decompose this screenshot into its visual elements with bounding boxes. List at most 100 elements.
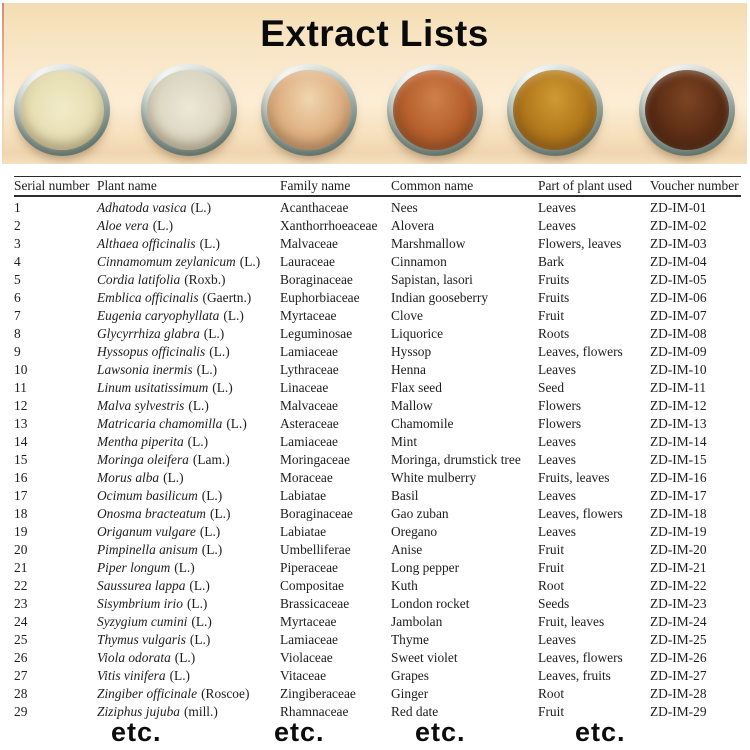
cell-part-used: Leaves, fruits bbox=[538, 668, 611, 683]
cell-part-used: Leaves bbox=[538, 218, 576, 233]
col-common-name: Common name bbox=[391, 178, 474, 193]
plant-binomial: Glycyrrhiza glabra bbox=[97, 326, 200, 341]
cell-serial-number: 3 bbox=[14, 236, 21, 251]
plant-binomial: Hyssopus officinalis bbox=[97, 344, 206, 359]
cell-family-name: Umbelliferae bbox=[280, 542, 351, 557]
cell-common-name: Marshmallow bbox=[391, 236, 466, 251]
cell-serial-number: 4 bbox=[14, 254, 21, 269]
table-row: 26 Viola odorata (L.) Violaceae Sweet vio… bbox=[14, 649, 741, 667]
cell-part-used: Fruit bbox=[538, 308, 565, 323]
cell-serial-number: 1 bbox=[14, 200, 21, 215]
cell-voucher-number: ZD-IM-21 bbox=[650, 560, 707, 575]
cell-serial-number: 19 bbox=[14, 524, 28, 539]
table-row: 19 Origanum vulgare (L.) Labiatae Oregano… bbox=[14, 523, 741, 541]
cell-voucher-number: ZD-IM-08 bbox=[650, 326, 707, 341]
plant-authority: (L.) bbox=[239, 254, 261, 269]
table-row: 5 Cordia latifolia (Roxb.) Boraginaceae S… bbox=[14, 271, 741, 289]
cell-family-name: Lamiaceae bbox=[280, 632, 338, 647]
plant-binomial: Ocimum basilicum bbox=[97, 488, 198, 503]
cell-common-name: Alovera bbox=[391, 218, 435, 233]
cell-family-name: Labiatae bbox=[280, 524, 327, 539]
plant-binomial: Syzygium cumini bbox=[97, 614, 188, 629]
plant-binomial: Viola odorata bbox=[97, 650, 171, 665]
table-row: 11 Linum usitatissimum (L.) Linaceae Flax… bbox=[14, 379, 741, 397]
cell-plant-name: Saussurea lappa (L.) bbox=[97, 577, 280, 595]
cell-voucher-number: ZD-IM-03 bbox=[650, 236, 707, 251]
cell-family-name: Brassicaceae bbox=[280, 596, 350, 611]
cell-serial-number: 28 bbox=[14, 686, 28, 701]
plant-authority: (L.) bbox=[187, 434, 209, 449]
cell-family-name: Zingiberaceae bbox=[280, 686, 356, 701]
cell-voucher-number: ZD-IM-04 bbox=[650, 254, 707, 269]
cell-common-name: Clove bbox=[391, 308, 423, 323]
plant-binomial: Lawsonia inermis bbox=[97, 362, 193, 377]
plant-authority: (L.) bbox=[201, 542, 223, 557]
petri-dish-2 bbox=[141, 64, 237, 156]
petri-dish-6 bbox=[639, 64, 735, 156]
cell-voucher-number: ZD-IM-23 bbox=[650, 596, 707, 611]
plant-binomial: Origanum vulgare bbox=[97, 524, 196, 539]
cell-family-name: Vitaceae bbox=[280, 668, 327, 683]
cell-plant-name: Onosma bracteatum (L.) bbox=[97, 505, 280, 523]
plant-authority: (L.) bbox=[174, 650, 196, 665]
page-title: Extract Lists bbox=[260, 13, 489, 54]
plant-binomial: Eugenia caryophyllata bbox=[97, 308, 220, 323]
plant-authority: (L.) bbox=[223, 308, 244, 323]
plant-authority: (L.) bbox=[190, 200, 212, 215]
cell-part-used: Fruit bbox=[538, 704, 565, 719]
plant-binomial: Piper longum bbox=[97, 560, 171, 575]
cell-plant-name: Matricaria chamomilla (L.) bbox=[97, 415, 280, 433]
cell-serial-number: 10 bbox=[14, 362, 28, 377]
cell-voucher-number: ZD-IM-22 bbox=[650, 578, 707, 593]
cell-common-name: Sapistan, lasori bbox=[391, 272, 473, 287]
cell-voucher-number: ZD-IM-14 bbox=[650, 434, 707, 449]
table-row: 1 Adhatoda vasica (L.) Acanthaceae Nees L… bbox=[14, 199, 741, 217]
cell-voucher-number: ZD-IM-15 bbox=[650, 452, 707, 467]
cell-plant-name: Syzygium cumini (L.) bbox=[97, 613, 280, 631]
table-row: 2 Aloe vera (L.) Xanthorrhoeaceae Alovera… bbox=[14, 217, 741, 235]
table-row: 23 Sisymbrium irio (L.) Brassicaceae Lond… bbox=[14, 595, 741, 613]
cell-family-name: Piperaceae bbox=[280, 560, 338, 575]
table-row: 21 Piper longum (L.) Piperaceae Long pepp… bbox=[14, 559, 741, 577]
petri-dish-1 bbox=[14, 64, 110, 156]
col-voucher-number: Voucher number bbox=[650, 178, 739, 193]
cell-family-name: Asteraceae bbox=[280, 416, 339, 431]
cell-voucher-number: ZD-IM-13 bbox=[650, 416, 707, 431]
cell-voucher-number: ZD-IM-06 bbox=[650, 290, 707, 305]
cell-family-name: Euphorbiaceae bbox=[280, 290, 360, 305]
plant-binomial: Mentha piperita bbox=[97, 434, 184, 449]
plant-binomial: Onosma bracteatum bbox=[97, 506, 206, 521]
plant-binomial: Cordia latifolia bbox=[97, 272, 181, 287]
cell-family-name: Malvaceae bbox=[280, 236, 338, 251]
table-row: 3 Althaea officinalis (L.) Malvaceae Mars… bbox=[14, 235, 741, 253]
cell-family-name: Lamiaceae bbox=[280, 344, 338, 359]
cell-common-name: Nees bbox=[391, 200, 418, 215]
table-row: 16 Morus alba (L.) Moraceae White mulberr… bbox=[14, 469, 741, 487]
cell-family-name: Boraginaceae bbox=[280, 272, 353, 287]
cell-voucher-number: ZD-IM-19 bbox=[650, 524, 707, 539]
cell-serial-number: 21 bbox=[14, 560, 28, 575]
cell-serial-number: 26 bbox=[14, 650, 28, 665]
plant-binomial: Althaea officinalis bbox=[97, 236, 196, 251]
table-row: 4 Cinnamomum zeylanicum (L.) Lauraceae Ci… bbox=[14, 253, 741, 271]
cell-part-used: Seed bbox=[538, 380, 565, 395]
cell-serial-number: 5 bbox=[14, 272, 21, 287]
cell-part-used: Fruit bbox=[538, 542, 565, 557]
table-row: 14 Mentha piperita (L.) Lamiaceae Mint Le… bbox=[14, 433, 741, 451]
cell-voucher-number: ZD-IM-24 bbox=[650, 614, 707, 629]
cell-common-name: Ginger bbox=[391, 686, 429, 701]
etc-row: etc. etc. etc. etc. bbox=[0, 717, 750, 749]
cell-plant-name: Emblica officinalis (Gaertn.) bbox=[97, 289, 280, 307]
petri-dish-3 bbox=[261, 64, 357, 156]
table-row: 25 Thymus vulgaris (L.) Lamiaceae Thyme L… bbox=[14, 631, 741, 649]
plant-binomial: Aloe vera bbox=[97, 218, 149, 233]
cell-serial-number: 25 bbox=[14, 632, 28, 647]
cell-voucher-number: ZD-IM-29 bbox=[650, 704, 707, 719]
cell-part-used: Seeds bbox=[538, 596, 570, 611]
cell-voucher-number: ZD-IM-07 bbox=[650, 308, 707, 323]
cell-part-used: Leaves, flowers bbox=[538, 650, 623, 665]
cell-common-name: Moringa, drumstick tree bbox=[391, 452, 521, 467]
col-family-name: Family name bbox=[280, 178, 351, 193]
cell-part-used: Root bbox=[538, 686, 565, 701]
plant-binomial: Zingiber officinale bbox=[97, 686, 198, 701]
